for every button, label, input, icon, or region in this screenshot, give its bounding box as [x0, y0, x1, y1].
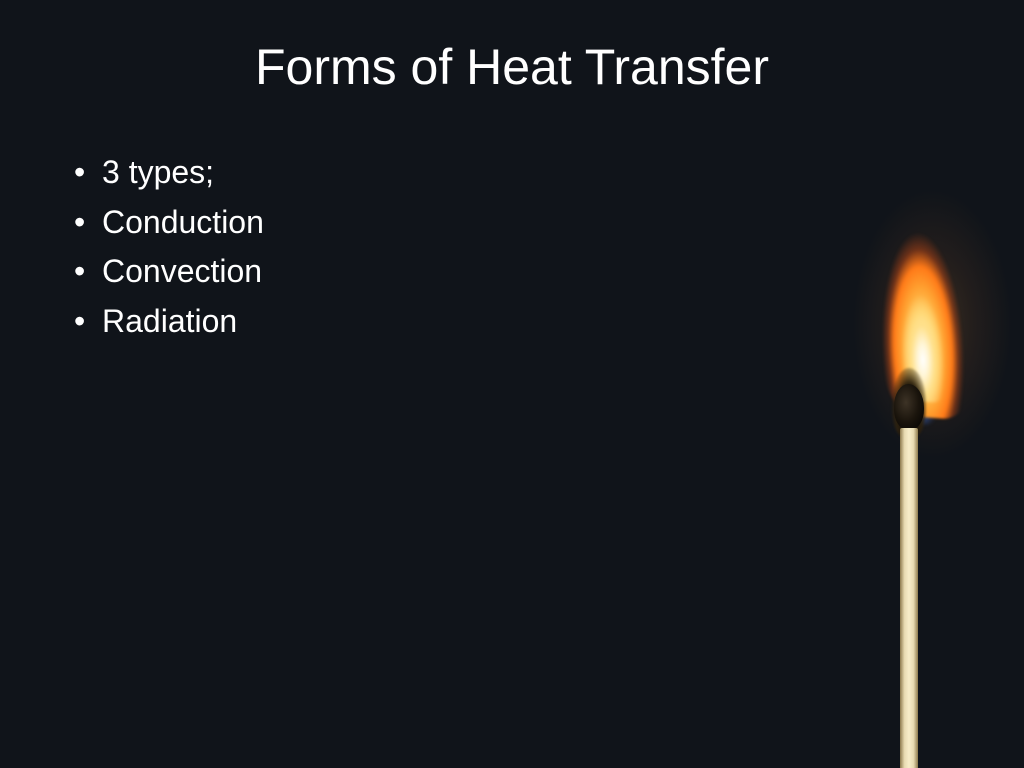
bullet-item: Conduction: [74, 198, 264, 248]
bullet-item: Radiation: [74, 297, 264, 347]
flame-glow: [789, 108, 1024, 468]
match-head: [894, 384, 924, 430]
bullet-item: 3 types;: [74, 148, 264, 198]
slide: Forms of Heat Transfer 3 types; Conducti…: [0, 0, 1024, 768]
flame-icon: [863, 158, 973, 418]
slide-title: Forms of Heat Transfer: [0, 38, 1024, 96]
match-stick: [900, 428, 918, 768]
bullet-list: 3 types; Conduction Convection Radiation: [74, 148, 264, 346]
match-char: [892, 368, 926, 438]
bullet-item: Convection: [74, 247, 264, 297]
match-illustration: [829, 148, 989, 768]
